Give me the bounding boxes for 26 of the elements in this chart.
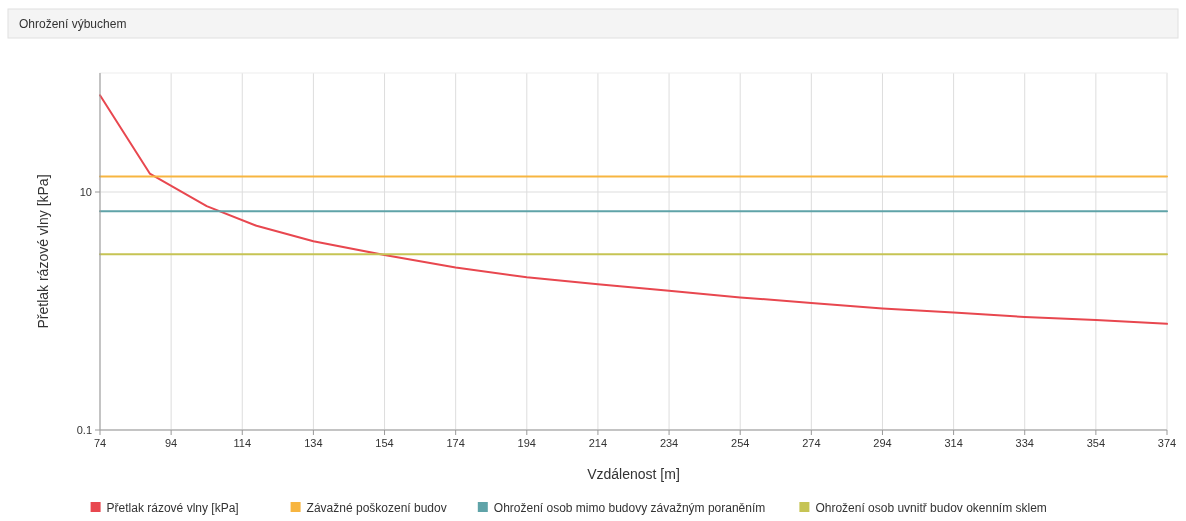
legend-label: Ohrožení osob mimo budovy závažným poraněním (493, 501, 766, 515)
x-tick-label: 194 (517, 437, 536, 449)
x-tick-label: 334 (1015, 437, 1034, 449)
y-axis-title: Přetlak rázové vlny [kPa] (35, 174, 51, 329)
y-tick-label: 0.1 (76, 424, 92, 436)
x-tick-label: 74 (93, 437, 107, 449)
x-tick-label: 154 (375, 437, 394, 449)
x-tick-label: 254 (731, 437, 750, 449)
x-axis-title: Vzdálenost [m] (587, 466, 680, 482)
y-tick-label: 10 (79, 186, 92, 198)
x-tick-label: 354 (1086, 437, 1106, 449)
legend-label: Ohrožení osob uvnitř budov okenním sklem (815, 501, 1047, 515)
x-tick-label: 294 (873, 437, 892, 449)
legend-label: Závažné poškození budov (306, 501, 447, 515)
x-tick-label: 374 (1157, 437, 1177, 449)
x-tick-label: 114 (233, 437, 252, 449)
line-series (99, 94, 1168, 325)
x-tick-label: 214 (588, 437, 608, 449)
x-tick-label: 314 (944, 437, 963, 449)
x-tick-label: 134 (304, 437, 323, 449)
x-tick-label: 174 (446, 437, 465, 449)
x-tick-label: 234 (659, 437, 679, 449)
legend-label: Přetlak rázové vlny [kPa] (106, 501, 239, 515)
x-tick-label: 94 (165, 437, 178, 449)
x-tick-label: 274 (802, 437, 821, 449)
chart-title: Ohrožení výbuchem (19, 17, 127, 31)
